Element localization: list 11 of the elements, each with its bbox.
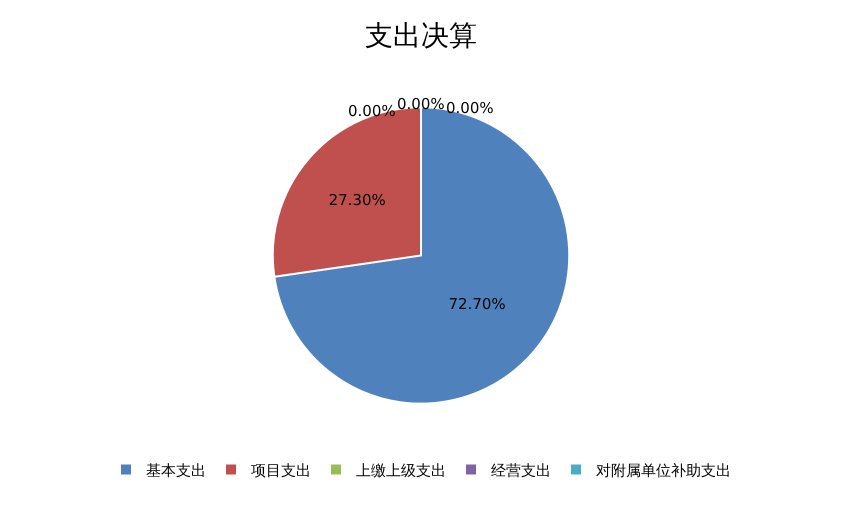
legend-label: 对附属单位补助支出 bbox=[596, 461, 731, 480]
data-label: 72.70% bbox=[448, 294, 506, 313]
text: 0.00% bbox=[348, 102, 396, 120]
chart-title: 支出决算 bbox=[365, 18, 477, 52]
data-label: 27.30% bbox=[328, 191, 386, 210]
text: 0.00% bbox=[397, 95, 445, 113]
legend-label: 经营支出 bbox=[491, 461, 551, 480]
legend-label: 基本支出 bbox=[146, 461, 206, 480]
legend-label: 项目支出 bbox=[251, 461, 311, 480]
text: 0.00% bbox=[446, 99, 494, 117]
legend-label: 上缴上级支出 bbox=[356, 461, 446, 480]
